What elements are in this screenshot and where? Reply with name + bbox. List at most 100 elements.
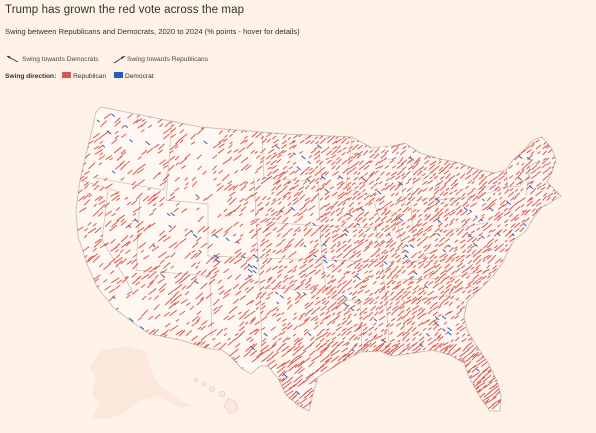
county-swing-rep[interactable]: [557, 291, 561, 296]
county-swing-rep[interactable]: [157, 251, 167, 259]
county-swing-rep[interactable]: [411, 401, 421, 408]
county-swing-rep[interactable]: [292, 162, 297, 165]
county-swing-rep[interactable]: [466, 254, 471, 259]
county-swing-rep[interactable]: [98, 200, 106, 205]
county-swing-rep[interactable]: [310, 140, 315, 144]
county-swing-rep[interactable]: [390, 349, 397, 356]
county-swing-rep[interactable]: [304, 316, 311, 322]
county-swing-rep[interactable]: [459, 175, 464, 179]
county-swing-rep[interactable]: [98, 196, 104, 201]
county-swing-rep[interactable]: [422, 398, 429, 403]
county-swing-rep[interactable]: [266, 278, 272, 283]
county-swing-rep[interactable]: [341, 347, 348, 353]
county-swing-rep[interactable]: [440, 123, 447, 129]
county-swing-rep[interactable]: [356, 308, 360, 312]
county-swing-rep[interactable]: [500, 301, 506, 306]
county-swing-rep[interactable]: [513, 380, 520, 387]
county-swing-rep[interactable]: [508, 355, 517, 363]
county-swing-rep[interactable]: [266, 138, 271, 143]
county-swing-rep[interactable]: [541, 125, 546, 129]
county-swing-rep[interactable]: [535, 144, 542, 150]
county-swing-rep[interactable]: [326, 263, 334, 269]
county-swing-rep[interactable]: [428, 397, 436, 404]
county-swing-rep[interactable]: [330, 396, 341, 403]
county-swing-rep[interactable]: [384, 227, 390, 232]
county-swing-rep[interactable]: [508, 124, 513, 129]
county-swing-rep[interactable]: [332, 146, 337, 150]
county-swing-rep[interactable]: [416, 196, 423, 202]
county-swing-rep[interactable]: [299, 242, 305, 247]
county-swing-rep[interactable]: [497, 243, 504, 249]
county-swing-rep[interactable]: [358, 279, 366, 285]
county-swing-rep[interactable]: [88, 255, 94, 260]
county-swing-rep[interactable]: [516, 295, 523, 300]
county-swing-rep[interactable]: [330, 275, 335, 279]
county-swing-rep[interactable]: [460, 210, 468, 216]
county-swing-rep[interactable]: [428, 393, 437, 400]
county-swing-rep[interactable]: [116, 254, 121, 258]
county-swing-rep[interactable]: [273, 139, 280, 144]
county-swing-dem[interactable]: [529, 185, 534, 189]
county-swing-rep[interactable]: [375, 270, 380, 275]
county-swing-rep[interactable]: [282, 185, 288, 191]
county-swing-rep[interactable]: [337, 184, 343, 190]
county-swing-rep[interactable]: [184, 228, 188, 232]
county-swing-rep[interactable]: [100, 234, 104, 238]
county-swing-rep[interactable]: [551, 346, 559, 353]
county-swing-rep[interactable]: [476, 342, 486, 351]
county-swing-rep[interactable]: [265, 232, 272, 237]
county-swing-rep[interactable]: [238, 311, 242, 315]
county-swing-rep[interactable]: [456, 332, 460, 335]
county-swing-rep[interactable]: [433, 366, 442, 374]
county-swing-rep[interactable]: [384, 164, 389, 169]
county-swing-rep[interactable]: [120, 163, 127, 171]
county-swing-rep[interactable]: [266, 161, 271, 165]
county-swing-rep[interactable]: [363, 195, 370, 200]
county-swing-rep[interactable]: [390, 175, 395, 180]
county-swing-rep[interactable]: [494, 357, 501, 363]
county-swing-rep[interactable]: [418, 253, 425, 259]
county-swing-rep[interactable]: [525, 297, 531, 301]
county-swing-rep[interactable]: [503, 185, 508, 190]
county-swing-rep[interactable]: [380, 328, 385, 333]
county-swing-rep[interactable]: [418, 307, 424, 312]
county-swing-rep[interactable]: [510, 196, 515, 201]
county-swing-rep[interactable]: [324, 236, 331, 243]
county-swing-rep[interactable]: [478, 342, 482, 346]
county-swing-rep[interactable]: [337, 262, 344, 268]
county-swing-dem[interactable]: [74, 146, 78, 151]
county-swing-rep[interactable]: [472, 346, 478, 352]
county-swing-rep[interactable]: [526, 200, 533, 207]
county-swing-rep[interactable]: [341, 290, 346, 294]
county-swing-rep[interactable]: [358, 385, 368, 395]
county-swing-rep[interactable]: [407, 158, 414, 164]
county-swing-rep[interactable]: [239, 321, 245, 327]
county-swing-rep[interactable]: [299, 194, 306, 200]
county-swing-rep[interactable]: [228, 308, 235, 314]
county-swing-rep[interactable]: [509, 118, 514, 122]
county-swing-rep[interactable]: [196, 207, 200, 211]
county-swing-rep[interactable]: [342, 135, 346, 140]
county-swing-rep[interactable]: [509, 107, 514, 112]
county-swing-rep[interactable]: [542, 195, 548, 201]
county-swing-rep[interactable]: [200, 296, 204, 301]
county-swing-rep[interactable]: [110, 338, 114, 341]
county-swing-rep[interactable]: [309, 248, 316, 254]
county-swing-rep[interactable]: [132, 119, 139, 124]
county-swing-rep[interactable]: [473, 298, 480, 305]
county-swing-rep[interactable]: [126, 161, 130, 164]
county-swing-rep[interactable]: [249, 328, 258, 335]
county-swing-rep[interactable]: [514, 214, 519, 218]
county-swing-dem[interactable]: [448, 376, 452, 380]
county-swing-rep[interactable]: [488, 336, 495, 342]
county-swing-rep[interactable]: [476, 376, 486, 384]
county-swing-rep[interactable]: [299, 397, 308, 404]
county-swing-rep[interactable]: [202, 226, 210, 233]
county-swing-rep[interactable]: [287, 137, 291, 140]
county-swing-rep[interactable]: [423, 111, 430, 118]
county-swing-rep[interactable]: [174, 345, 185, 353]
county-swing-rep[interactable]: [325, 285, 332, 291]
county-swing-rep[interactable]: [326, 328, 330, 331]
county-swing-rep[interactable]: [546, 302, 551, 306]
county-swing-rep[interactable]: [169, 150, 174, 154]
